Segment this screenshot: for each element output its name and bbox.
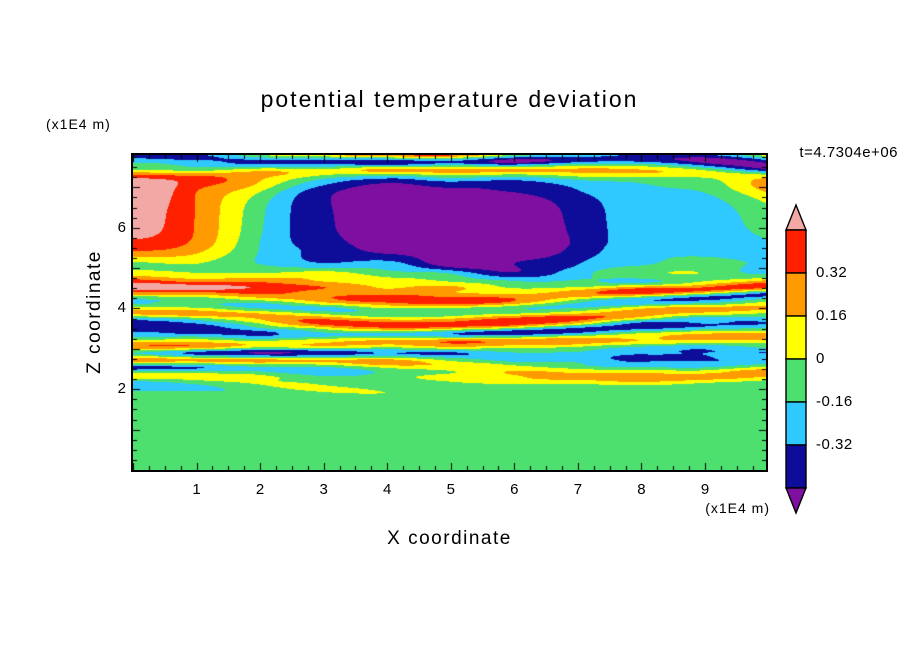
colorbar-band: [785, 229, 807, 274]
colorbar-band: [785, 401, 807, 446]
x-tick-label: 3: [319, 481, 328, 498]
x-tick-label: 8: [637, 481, 646, 498]
chart-title: potential temperature deviation: [260, 86, 639, 112]
colorbar-band: [785, 315, 807, 360]
x-axis-title: X coordinate: [387, 528, 512, 549]
y-tick-label: 2: [117, 380, 126, 398]
colorbar-over-arrow: [784, 203, 808, 231]
colorbar-tick-label: 0.16: [816, 307, 848, 324]
time-annotation: t=4.7304e+06: [799, 144, 898, 161]
heatmap-canvas: [133, 155, 766, 470]
x-tick-label: 5: [446, 481, 455, 498]
x-tick-label: 7: [573, 481, 583, 498]
x-tick-label: 1: [192, 481, 201, 498]
colorbar-tick-label: 0: [816, 350, 825, 367]
y-axis-unit-label: (x1E4 m): [46, 116, 111, 132]
colorbar-tick-label: -0.16: [816, 393, 853, 410]
x-axis-unit-label: (x1E4 m): [705, 500, 770, 516]
y-tick-label: 6: [117, 218, 126, 236]
colorbar: [784, 203, 808, 515]
colorbar-band: [785, 272, 807, 317]
colorbar-tick-label: 0.32: [816, 264, 848, 281]
y-tick-label: 4: [117, 299, 126, 317]
x-tick-label: 6: [510, 481, 519, 498]
colorbar-tick-label: -0.32: [816, 436, 853, 453]
colorbar-band: [785, 358, 807, 403]
colorbar-under-arrow: [784, 487, 808, 515]
plot-frame: [131, 153, 768, 472]
colorbar-band: [785, 444, 807, 489]
x-tick-label: 4: [383, 481, 392, 498]
x-tick-label: 2: [255, 481, 265, 498]
x-tick-label: 9: [700, 481, 710, 498]
